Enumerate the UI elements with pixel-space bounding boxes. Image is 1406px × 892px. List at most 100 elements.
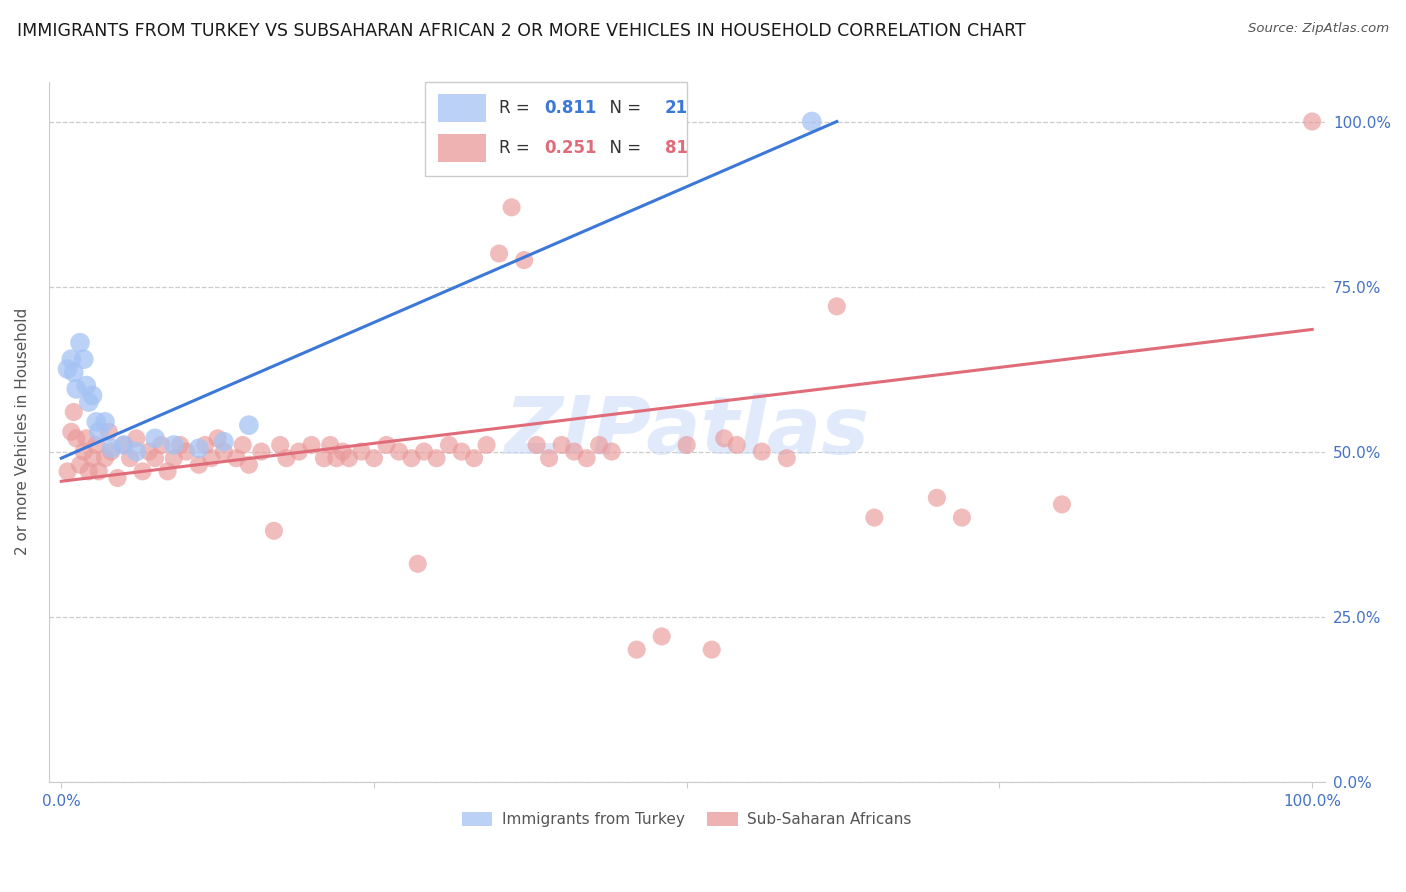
Point: [538, 451, 561, 466]
Point: [225, 451, 247, 466]
Point: [325, 451, 347, 466]
Point: [62, 365, 84, 379]
Point: [75, 378, 97, 392]
Point: [163, 438, 186, 452]
Point: [84, 438, 107, 452]
Point: [125, 431, 148, 445]
Point: [238, 418, 260, 433]
Point: [250, 444, 273, 458]
Point: [94, 415, 117, 429]
Point: [163, 451, 186, 466]
Text: 21: 21: [665, 100, 688, 118]
Point: [194, 438, 217, 452]
Point: [713, 431, 735, 445]
FancyBboxPatch shape: [437, 95, 486, 122]
Point: [800, 114, 823, 128]
Point: [73, 352, 96, 367]
Point: [107, 471, 129, 485]
Point: [65, 382, 87, 396]
Point: [69, 335, 91, 350]
Text: N =: N =: [599, 100, 645, 118]
Point: [437, 438, 460, 452]
Point: [87, 464, 110, 478]
Point: [200, 451, 222, 466]
Point: [312, 451, 335, 466]
Point: [100, 442, 122, 456]
Point: [56, 362, 79, 376]
Point: [156, 464, 179, 478]
Point: [751, 444, 773, 458]
Point: [375, 438, 398, 452]
Text: N =: N =: [599, 139, 645, 157]
Point: [82, 388, 104, 402]
Point: [73, 444, 96, 458]
Point: [450, 444, 472, 458]
Point: [125, 444, 148, 458]
Point: [77, 464, 100, 478]
Point: [131, 464, 153, 478]
Point: [337, 451, 360, 466]
Point: [301, 438, 323, 452]
Point: [60, 425, 83, 439]
Point: [825, 299, 848, 313]
Text: R =: R =: [499, 139, 536, 157]
Point: [276, 451, 298, 466]
Point: [513, 253, 536, 268]
Point: [363, 451, 385, 466]
Point: [550, 438, 572, 452]
Point: [84, 415, 107, 429]
Point: [401, 451, 423, 466]
Point: [94, 451, 117, 466]
Point: [406, 557, 429, 571]
Point: [77, 395, 100, 409]
Point: [626, 642, 648, 657]
Point: [288, 444, 311, 458]
Point: [97, 425, 120, 439]
Point: [143, 451, 166, 466]
FancyBboxPatch shape: [425, 82, 686, 177]
Point: [388, 444, 411, 458]
Point: [488, 246, 510, 260]
FancyBboxPatch shape: [437, 135, 486, 162]
Point: [138, 444, 160, 458]
Point: [501, 200, 523, 214]
Point: [207, 431, 229, 445]
Point: [65, 431, 87, 445]
Point: [75, 431, 97, 445]
Point: [475, 438, 498, 452]
Point: [600, 444, 623, 458]
Point: [87, 425, 110, 439]
Point: [1050, 497, 1073, 511]
Point: [332, 444, 354, 458]
Text: Source: ZipAtlas.com: Source: ZipAtlas.com: [1249, 22, 1389, 36]
Point: [463, 451, 485, 466]
Point: [212, 444, 235, 458]
Point: [413, 444, 436, 458]
Point: [776, 451, 799, 466]
Point: [62, 405, 84, 419]
Point: [169, 438, 191, 452]
Point: [187, 458, 209, 472]
Point: [700, 642, 723, 657]
Point: [725, 438, 748, 452]
Point: [651, 629, 673, 643]
Point: [269, 438, 291, 452]
Text: IMMIGRANTS FROM TURKEY VS SUBSAHARAN AFRICAN 2 OR MORE VEHICLES IN HOUSEHOLD COR: IMMIGRANTS FROM TURKEY VS SUBSAHARAN AFR…: [17, 22, 1025, 40]
Text: R =: R =: [499, 100, 536, 118]
Point: [588, 438, 610, 452]
Y-axis label: 2 or more Vehicles in Household: 2 or more Vehicles in Household: [15, 308, 30, 556]
Point: [950, 510, 973, 524]
Point: [82, 451, 104, 466]
Point: [100, 444, 122, 458]
Point: [212, 434, 235, 449]
Text: 0.251: 0.251: [544, 139, 596, 157]
Point: [863, 510, 886, 524]
Point: [232, 438, 254, 452]
Point: [143, 431, 166, 445]
Point: [69, 458, 91, 472]
Point: [112, 438, 135, 452]
Point: [263, 524, 285, 538]
Point: [238, 458, 260, 472]
Point: [925, 491, 948, 505]
Point: [120, 451, 142, 466]
